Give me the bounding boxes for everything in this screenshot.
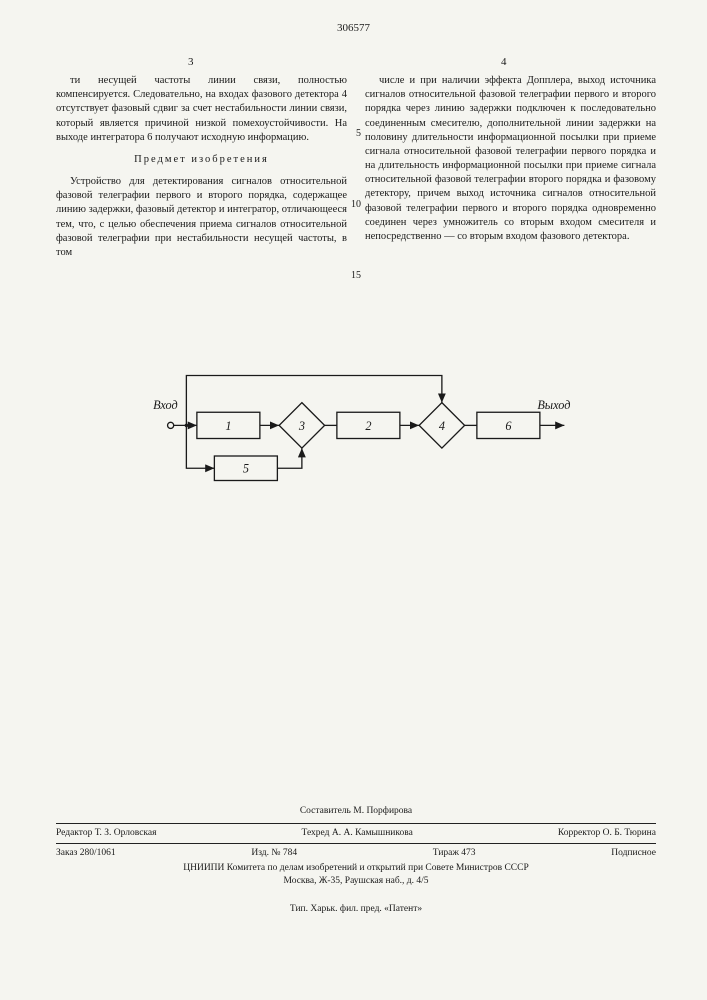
text-content: ти несущей частоты линии связи, полность… [56,74,656,260]
svg-text:3: 3 [298,419,305,433]
footer-tirazh: Тираж 473 [433,847,476,860]
footer-subscription: Подписное [611,847,656,860]
svg-text:4: 4 [439,419,445,433]
line-marker-15: 15 [345,270,361,281]
right-column-number: 4 [501,56,507,68]
right-para-1: числе и при наличии эффекта Допплера, вы… [365,74,656,244]
diagram-svg: Вход 1 3 2 4 6 5 Выход [112,358,602,498]
footer-address: Москва, Ж-35, Раушская наб., д. 4/5 [56,875,656,888]
footer-org: ЦНИИПИ Комитета по делам изобретений и о… [56,862,656,875]
svg-text:5: 5 [243,462,249,476]
footer-order: Заказ 280/1061 [56,847,116,860]
section-title: Предмет изобретения [56,153,347,167]
footer-editor: Редактор Т. З. Орловская [56,827,156,840]
svg-text:2: 2 [365,419,371,433]
footer-printer: Тип. Харьк. фил. пред. «Патент» [56,903,656,916]
left-column-number: 3 [188,56,194,68]
footer-edition: Изд. № 784 [251,847,297,860]
svg-text:Выход: Выход [537,398,570,412]
document-number: 306577 [337,22,370,34]
footer-publication-row: Заказ 280/1061 Изд. № 784 Тираж 473 Подп… [56,843,656,860]
svg-text:6: 6 [505,419,512,433]
footer-techred: Техред А. А. Камышникова [302,827,413,840]
left-para-2: Устройство для детектирования сигналов о… [56,175,347,260]
footer-compiler: Составитель М. Порфирова [56,805,656,818]
footer-credits-row: Редактор Т. З. Орловская Техред А. А. Ка… [56,823,656,840]
footer-corrector: Корректор О. Б. Тюрина [558,827,656,840]
svg-text:1: 1 [225,419,231,433]
left-para-1: ти несущей частоты линии связи, полность… [56,74,347,145]
left-column: ти несущей частоты линии связи, полность… [56,74,347,260]
footer: Составитель М. Порфирова Редактор Т. З. … [56,805,656,916]
svg-text:Вход: Вход [153,398,178,412]
block-diagram: Вход 1 3 2 4 6 5 Выход [112,358,602,498]
right-column: числе и при наличии эффекта Допплера, вы… [365,74,656,260]
